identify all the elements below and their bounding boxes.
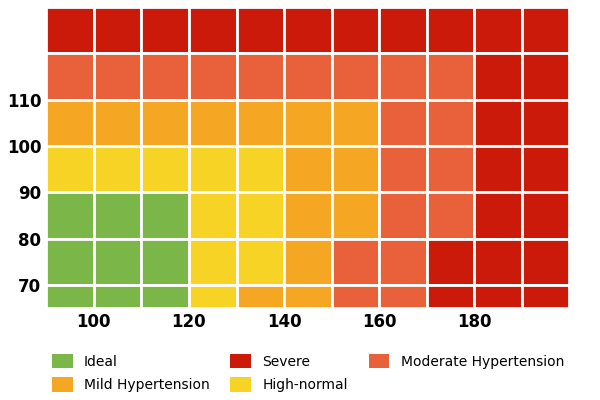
Bar: [236, 285, 284, 308]
Bar: [46, 100, 94, 146]
Bar: [236, 7, 284, 53]
Bar: [332, 53, 379, 100]
Bar: [379, 100, 427, 146]
Bar: [94, 239, 142, 285]
Bar: [427, 239, 475, 285]
Bar: [142, 239, 189, 285]
Bar: [475, 100, 522, 146]
Bar: [475, 239, 522, 285]
Legend: Ideal, Mild Hypertension, Severe, High-normal, Moderate Hypertension: Ideal, Mild Hypertension, Severe, High-n…: [52, 354, 564, 392]
Bar: [475, 146, 522, 192]
Bar: [94, 7, 142, 53]
Bar: [46, 53, 94, 100]
Bar: [427, 146, 475, 192]
Bar: [142, 7, 189, 53]
Bar: [142, 192, 189, 239]
Bar: [236, 146, 284, 192]
Bar: [94, 53, 142, 100]
Bar: [379, 53, 427, 100]
Bar: [475, 285, 522, 308]
Bar: [189, 100, 236, 146]
Bar: [332, 239, 379, 285]
Bar: [142, 285, 189, 308]
Bar: [284, 100, 332, 146]
Bar: [522, 53, 569, 100]
Bar: [189, 285, 236, 308]
Bar: [142, 100, 189, 146]
Bar: [332, 7, 379, 53]
Bar: [522, 146, 569, 192]
Bar: [189, 7, 236, 53]
Bar: [522, 192, 569, 239]
Bar: [332, 285, 379, 308]
Bar: [284, 7, 332, 53]
Bar: [46, 192, 94, 239]
Bar: [379, 146, 427, 192]
Bar: [189, 192, 236, 239]
Bar: [94, 285, 142, 308]
Bar: [94, 192, 142, 239]
Bar: [94, 146, 142, 192]
Bar: [46, 239, 94, 285]
Bar: [522, 7, 569, 53]
Bar: [475, 192, 522, 239]
Bar: [46, 285, 94, 308]
Bar: [522, 100, 569, 146]
Bar: [332, 146, 379, 192]
Bar: [284, 146, 332, 192]
Bar: [284, 192, 332, 239]
Bar: [379, 285, 427, 308]
Bar: [427, 7, 475, 53]
Bar: [46, 146, 94, 192]
Bar: [46, 7, 94, 53]
Bar: [427, 285, 475, 308]
Bar: [475, 53, 522, 100]
Bar: [236, 53, 284, 100]
Bar: [142, 146, 189, 192]
Bar: [332, 100, 379, 146]
Bar: [94, 100, 142, 146]
Bar: [427, 192, 475, 239]
Bar: [236, 100, 284, 146]
Bar: [236, 192, 284, 239]
Bar: [284, 285, 332, 308]
Bar: [189, 53, 236, 100]
Bar: [284, 53, 332, 100]
Bar: [475, 7, 522, 53]
Bar: [189, 239, 236, 285]
Bar: [379, 7, 427, 53]
Bar: [379, 239, 427, 285]
Bar: [142, 53, 189, 100]
Bar: [427, 53, 475, 100]
Bar: [236, 239, 284, 285]
Bar: [427, 100, 475, 146]
Bar: [379, 192, 427, 239]
Bar: [284, 239, 332, 285]
Bar: [332, 192, 379, 239]
Bar: [522, 239, 569, 285]
Bar: [522, 285, 569, 308]
Bar: [189, 146, 236, 192]
